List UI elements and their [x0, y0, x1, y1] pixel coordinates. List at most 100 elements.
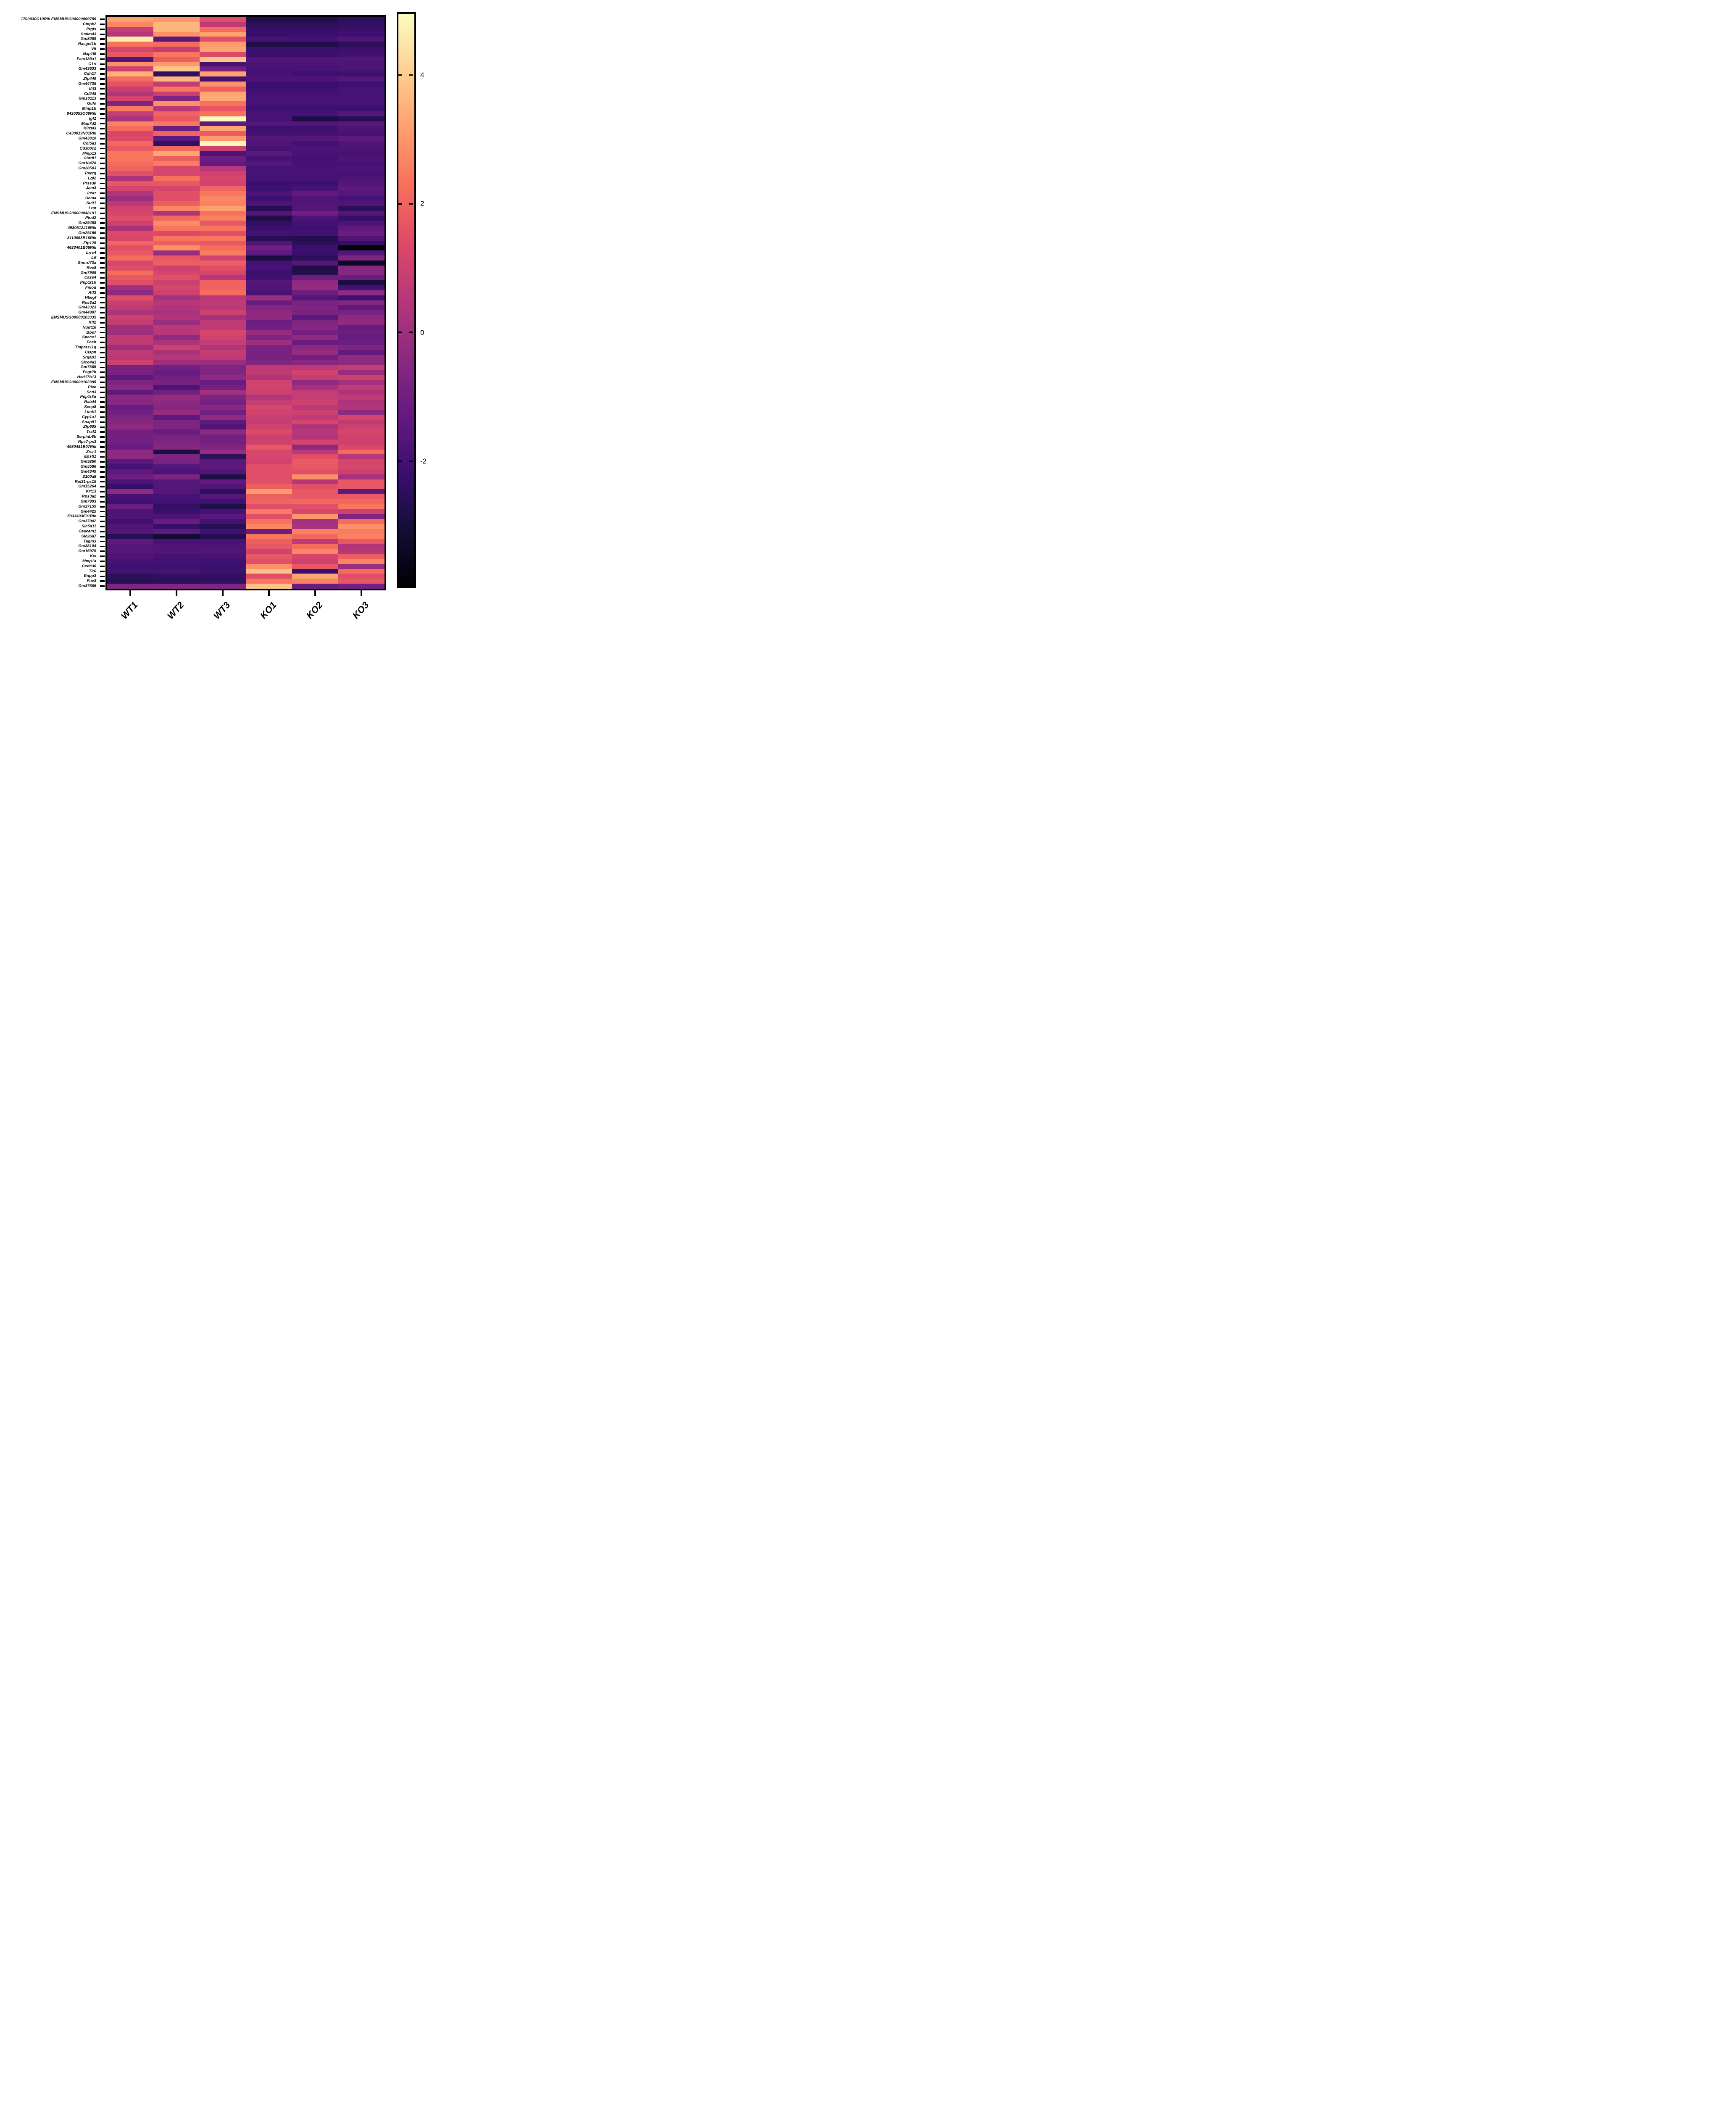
heatmap-cell [107, 370, 153, 375]
heatmap-cell [246, 32, 292, 37]
heatmap-cell [153, 444, 200, 450]
heatmap-cell [200, 216, 246, 221]
heatmap-cell [153, 419, 200, 425]
heatmap-cell [246, 226, 292, 231]
heatmap-cell [338, 275, 385, 281]
row-label: Gm7993 [80, 499, 96, 504]
heatmap-cell [338, 32, 385, 37]
heatmap-cell [200, 360, 246, 365]
heatmap-cell [153, 216, 200, 221]
heatmap-cell [292, 121, 338, 126]
heatmap-cell [246, 360, 292, 365]
row-tick-mark [100, 98, 105, 100]
row-tick-mark [100, 267, 105, 269]
row-tick-mark [100, 118, 105, 120]
heatmap-cell [246, 400, 292, 405]
row-tick-mark [100, 466, 105, 468]
heatmap-cell [153, 519, 200, 524]
row-tick-mark [100, 471, 105, 473]
row-label: Jam3 [86, 186, 96, 191]
heatmap-cell [107, 395, 153, 400]
row-tick-mark [100, 63, 105, 65]
heatmap-cell [153, 221, 200, 226]
row-label: Snap91 [82, 419, 96, 424]
heatmap-cell [153, 141, 200, 146]
row-tick-mark [100, 501, 105, 503]
heatmap-cell [292, 350, 338, 355]
heatmap-cell [292, 539, 338, 544]
heatmap-cell [338, 345, 385, 350]
heatmap-cell [200, 196, 246, 201]
heatmap-cell [338, 315, 385, 320]
heatmap-cell [246, 454, 292, 460]
heatmap-cell [292, 569, 338, 574]
heatmap-cell [292, 255, 338, 261]
heatmap-cell [246, 156, 292, 161]
heatmap-cell [338, 205, 385, 211]
heatmap-cell [200, 315, 246, 320]
heatmap-cell [246, 524, 292, 529]
heatmap-cell [200, 86, 246, 92]
row-label: Ceacam1 [78, 529, 96, 534]
row-tick-mark [100, 88, 105, 90]
heatmap-cell [200, 106, 246, 111]
row-label: Plod2 [85, 216, 96, 221]
column-tick-mark [361, 590, 362, 596]
heatmap-cell [292, 574, 338, 579]
heatmap-cell [292, 544, 338, 549]
heatmap-cell [200, 419, 246, 425]
heatmap-cell [246, 37, 292, 42]
heatmap-cell [107, 161, 153, 166]
heatmap-cell [153, 365, 200, 370]
heatmap-cell [292, 509, 338, 514]
heatmap-cell [338, 17, 385, 22]
heatmap-cell [246, 494, 292, 499]
row-tick-mark [100, 545, 105, 548]
heatmap-cell [338, 101, 385, 107]
heatmap-cell [292, 181, 338, 186]
heatmap-cell [292, 51, 338, 57]
heatmap-cell [338, 76, 385, 82]
heatmap-cell [246, 221, 292, 226]
heatmap-cell [292, 325, 338, 330]
heatmap-cell [107, 121, 153, 126]
heatmap-cell [246, 186, 292, 191]
heatmap-cell [246, 539, 292, 544]
heatmap-cell [246, 584, 292, 589]
heatmap-cell [200, 584, 246, 589]
heatmap-cell [246, 71, 292, 77]
heatmap-cell [338, 563, 385, 569]
row-tick-mark [100, 262, 105, 264]
heatmap-cell [246, 126, 292, 132]
heatmap-cell [153, 464, 200, 469]
heatmap-cell [246, 230, 292, 236]
heatmap-cell [246, 42, 292, 47]
heatmap-cell [153, 275, 200, 281]
column-tick-mark [176, 590, 177, 596]
column-tick-mark [222, 590, 224, 596]
heatmap-cell [107, 295, 153, 300]
heatmap-cell [107, 191, 153, 196]
heatmap-cell [200, 390, 246, 395]
row-label: Ccdc30 [82, 563, 96, 569]
heatmap-cell [200, 42, 246, 47]
heatmap-cell [338, 320, 385, 325]
row-tick-mark [100, 456, 105, 458]
heatmap-cell [107, 230, 153, 236]
row-tick-mark [100, 123, 105, 125]
heatmap-cell [153, 91, 200, 97]
heatmap-cell [153, 32, 200, 37]
heatmap-cell [246, 579, 292, 584]
row-label: Scd3 [87, 390, 96, 395]
heatmap-cell [107, 146, 153, 151]
heatmap-cell [292, 444, 338, 450]
row-label: Cdh17 [84, 71, 96, 76]
heatmap-plot-area [105, 15, 386, 590]
row-label: Gm7909 [80, 270, 96, 275]
heatmap-cell [153, 37, 200, 42]
heatmap-cell [292, 499, 338, 504]
row-label: Krt13 [86, 489, 96, 494]
row-tick-mark [100, 416, 105, 418]
heatmap-cell [107, 131, 153, 137]
heatmap-cell [153, 504, 200, 509]
